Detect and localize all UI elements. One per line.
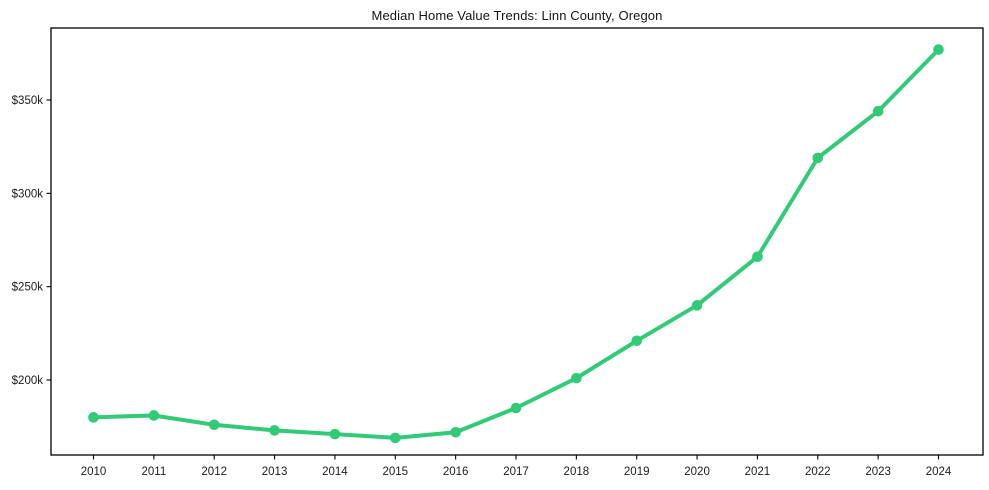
x-tick-label: 2021 [745, 466, 771, 478]
x-tick-label: 2020 [684, 466, 710, 478]
x-tick-label: 2015 [382, 466, 408, 478]
data-point [631, 335, 643, 347]
data-point [329, 428, 341, 440]
x-tick-label: 2011 [141, 466, 166, 478]
data-point [208, 419, 220, 431]
data-point [571, 372, 582, 384]
x-tick-label: 2010 [81, 466, 107, 478]
x-tick-label: 2022 [805, 466, 831, 478]
data-point [88, 412, 99, 423]
data-point [389, 432, 401, 444]
y-tick-label: $250k [12, 282, 44, 294]
y-tick-label: $350k [12, 95, 44, 107]
data-point [269, 425, 280, 436]
x-tick-label: 2023 [865, 466, 891, 478]
x-tick-label: 2024 [926, 466, 952, 478]
data-point [691, 300, 703, 311]
data-point [933, 44, 944, 55]
y-tick-label: $300k [12, 188, 44, 200]
x-tick-label: 2018 [564, 466, 590, 478]
data-line [91, 47, 941, 440]
data-point [812, 152, 824, 164]
data-point [752, 251, 763, 263]
x-tick-label: 2016 [443, 466, 469, 478]
x-tick-label: 2019 [624, 466, 650, 478]
data-point [450, 426, 461, 438]
data-point [148, 410, 160, 421]
y-tick-label: $200k [12, 375, 44, 387]
x-tick-label: 2012 [201, 466, 227, 478]
data-point [510, 402, 522, 414]
plot-border [50, 27, 984, 456]
x-tick-label: 2014 [322, 466, 348, 478]
data-point [872, 105, 884, 117]
x-tick-label: 2013 [262, 466, 288, 478]
x-tick-label: 2017 [503, 466, 529, 478]
chart-title: Median Home Value Trends: Linn County, O… [371, 8, 663, 23]
